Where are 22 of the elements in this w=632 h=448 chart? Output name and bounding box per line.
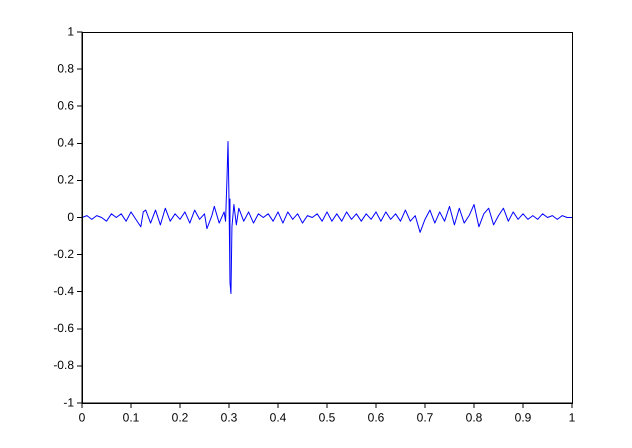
y-tick-label: -0.4 — [53, 284, 74, 298]
y-tick-label: -0.2 — [53, 246, 74, 261]
x-tick-label: 0.2 — [172, 410, 189, 425]
x-tick-label: 0.5 — [318, 410, 336, 425]
y-tick-label: -1 — [63, 395, 74, 410]
y-tick-label: 1 — [67, 24, 74, 38]
x-tick-label: 0.9 — [514, 410, 532, 425]
y-tick-label: 0.6 — [57, 98, 74, 113]
x-tick-label: 0.6 — [368, 410, 385, 425]
x-tick-label: 0.7 — [416, 410, 434, 425]
y-tick-label: 0.4 — [57, 136, 74, 150]
y-tick-label: 0.8 — [57, 61, 74, 76]
y-tick-label: 0 — [67, 210, 74, 224]
x-tick-label: 0.1 — [122, 410, 140, 425]
x-tick-label: 1 — [568, 410, 576, 425]
x-tick-label: 0.3 — [220, 410, 238, 425]
y-tick-label: 0.2 — [57, 172, 74, 187]
y-tick-label: -0.8 — [53, 358, 74, 372]
x-tick-label: 0.4 — [270, 410, 287, 425]
x-tick-label: 0.8 — [466, 410, 483, 425]
y-tick-label: -0.6 — [53, 321, 74, 336]
x-tick-label: 0 — [78, 410, 86, 425]
